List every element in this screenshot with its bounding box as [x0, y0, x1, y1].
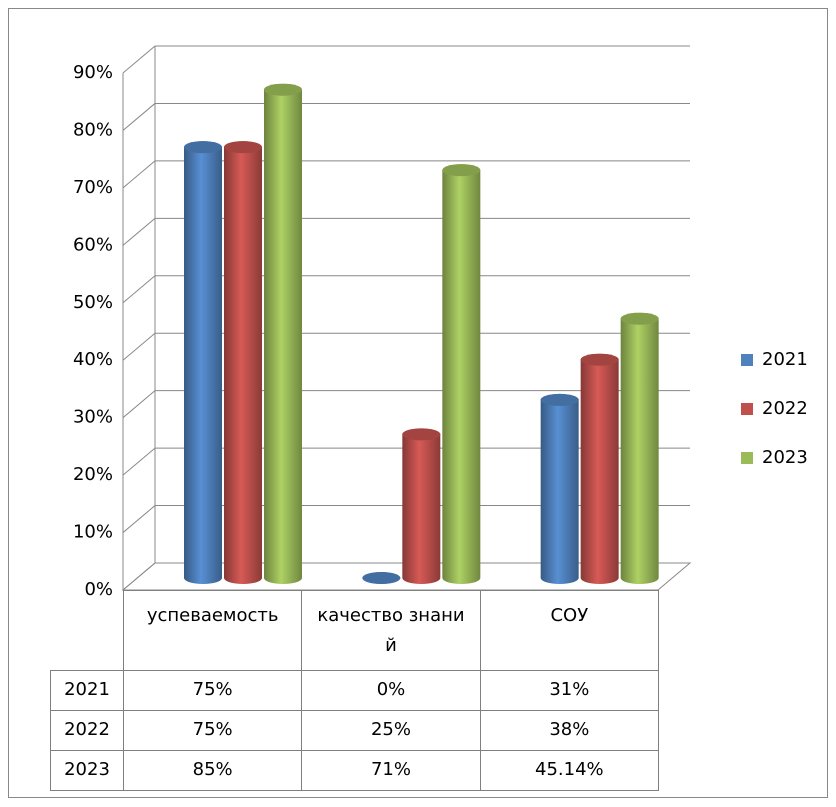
table-value: 25% — [301, 710, 481, 751]
grid-line — [122, 45, 156, 74]
cylinder — [442, 164, 481, 584]
cylinder-top — [580, 353, 619, 366]
grid-line — [122, 103, 156, 131]
grid-line — [122, 160, 156, 189]
y-tick-label: 80% — [73, 119, 113, 140]
table-value: 85% — [123, 750, 303, 791]
cylinder — [540, 393, 579, 584]
y-tick-label: 30% — [73, 407, 113, 428]
y-tick-label: 70% — [73, 177, 113, 198]
cylinder-top — [620, 312, 659, 325]
legend-label: 2023 — [762, 447, 808, 468]
legend-label: 2022 — [762, 398, 808, 419]
legend-swatch — [741, 403, 753, 415]
grid-line — [122, 505, 156, 533]
cylinder — [224, 141, 262, 584]
table-value: 75% — [123, 670, 303, 711]
cylinder — [264, 83, 302, 584]
y-tick-label: 10% — [73, 522, 113, 543]
table-value: 45.14% — [479, 750, 659, 791]
y-tick-label: 0% — [84, 579, 113, 600]
y-tick-label: 20% — [73, 464, 113, 485]
cylinder — [184, 141, 222, 584]
table-value: 75% — [123, 710, 303, 751]
y-tick-label: 50% — [73, 292, 113, 313]
cylinder-top — [362, 572, 401, 584]
row-label: 2022 — [50, 710, 124, 751]
y-tick-label: 40% — [73, 349, 113, 370]
table-value: 71% — [301, 750, 481, 791]
table-value: 38% — [479, 710, 659, 751]
row-label: 2021 — [50, 670, 124, 711]
cylinder-top — [442, 164, 481, 177]
cylinder-top — [184, 141, 222, 154]
cylinder-top — [224, 141, 262, 154]
category-label: качество знаний — [301, 590, 481, 671]
legend-label: 2021 — [762, 349, 808, 370]
cylinder-top — [402, 428, 441, 441]
cylinder — [620, 312, 659, 584]
category-label: СОУ — [479, 590, 659, 671]
cylinder — [402, 428, 441, 584]
grid-line — [122, 447, 156, 476]
legend-swatch — [741, 452, 753, 464]
cylinder — [580, 353, 619, 584]
row-label: 2023 — [50, 750, 124, 791]
grid-line — [122, 217, 156, 246]
grid-line — [122, 562, 156, 591]
table-value: 0% — [301, 670, 481, 711]
grid-line — [122, 275, 156, 304]
cylinder-top — [540, 393, 579, 406]
grid-line — [122, 332, 156, 361]
table-value: 31% — [479, 670, 659, 711]
chart-border — [8, 8, 828, 798]
cylinder-top — [264, 83, 302, 96]
y-tick-label: 90% — [73, 62, 113, 83]
grid-line — [122, 390, 156, 419]
legend-swatch — [741, 354, 753, 366]
y-tick-label: 60% — [73, 234, 113, 255]
category-label: успеваемость — [123, 590, 303, 671]
